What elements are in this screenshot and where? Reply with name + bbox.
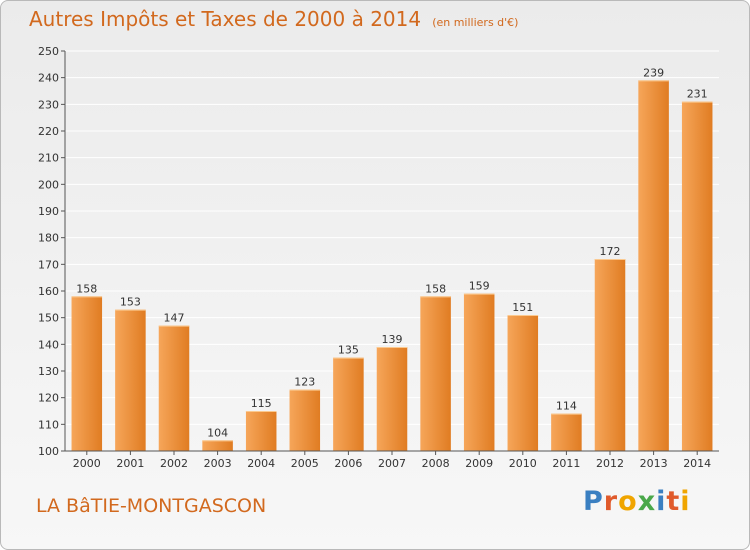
logo-letter: t — [666, 486, 681, 517]
x-tick-label: 2006 — [334, 457, 362, 470]
logo-letter: i — [656, 486, 667, 517]
logo-letter: P — [583, 486, 604, 517]
bar-2007 — [376, 347, 408, 451]
proxiti-logo: Proxiti — [583, 486, 691, 517]
bar-2003 — [202, 440, 233, 451]
y-tick-label: 130 — [38, 365, 59, 378]
chart-title: Autres Impôts et Taxes de 2000 à 2014 — [29, 7, 422, 31]
x-tick-label: 2003 — [204, 457, 232, 470]
x-tick-label: 2009 — [465, 457, 493, 470]
bar-2011 — [551, 413, 582, 451]
bar-2013 — [638, 80, 669, 451]
bar-2004 — [245, 411, 277, 451]
x-tick-label: 2004 — [247, 457, 275, 470]
logo-letter: i — [680, 486, 691, 517]
x-tick-label: 2001 — [116, 457, 144, 470]
data-label: 231 — [687, 88, 708, 101]
x-tick-label: 2011 — [552, 457, 580, 470]
commune-name: LA BâTIE-MONTGASCON — [36, 495, 267, 517]
bar-2000 — [71, 296, 103, 451]
bar-2008 — [420, 296, 451, 451]
y-tick-label: 180 — [38, 232, 59, 245]
data-label: 172 — [600, 245, 621, 258]
chart-unit: (en milliers d'€) — [432, 16, 519, 29]
data-label: 158 — [425, 282, 446, 295]
logo-letter: r — [603, 486, 619, 517]
y-tick-label: 100 — [38, 445, 59, 458]
y-tick-label: 170 — [38, 258, 59, 271]
data-label: 153 — [120, 296, 141, 309]
y-tick-label: 160 — [38, 285, 59, 298]
x-tick-label: 2002 — [160, 457, 188, 470]
y-tick-label: 140 — [38, 338, 59, 351]
bar-2002 — [158, 325, 190, 451]
y-tick-label: 110 — [38, 418, 59, 431]
bar-2005 — [289, 389, 321, 451]
data-label: 115 — [251, 397, 272, 410]
y-tick-label: 190 — [38, 205, 59, 218]
data-label: 104 — [207, 426, 228, 439]
bar-2001 — [115, 309, 146, 451]
logo-letter: o — [618, 486, 638, 517]
y-tick-label: 200 — [38, 178, 59, 191]
chart-header: Autres Impôts et Taxes de 2000 à 2014 (e… — [29, 7, 518, 31]
x-tick-label: 2012 — [596, 457, 624, 470]
data-label: 159 — [469, 280, 490, 293]
y-tick-label: 120 — [38, 392, 59, 405]
bar-2009 — [463, 293, 495, 451]
y-tick-label: 240 — [38, 72, 59, 85]
x-tick-label: 2014 — [683, 457, 711, 470]
x-tick-label: 2007 — [378, 457, 406, 470]
y-tick-label: 210 — [38, 152, 59, 165]
logo-letter: x — [637, 486, 657, 517]
bar-2006 — [333, 357, 364, 451]
bar-2012 — [594, 259, 626, 451]
data-label: 158 — [76, 282, 97, 295]
data-label: 114 — [556, 400, 577, 413]
data-label: 139 — [382, 333, 403, 346]
data-label: 151 — [512, 301, 533, 314]
bar-2014 — [681, 101, 713, 452]
x-tick-label: 2013 — [640, 457, 668, 470]
y-tick-label: 230 — [38, 98, 59, 111]
x-tick-label: 2005 — [291, 457, 319, 470]
data-label: 135 — [338, 344, 359, 357]
y-tick-label: 220 — [38, 125, 59, 138]
x-tick-label: 2010 — [509, 457, 537, 470]
y-tick-label: 250 — [38, 45, 59, 58]
data-label: 147 — [164, 312, 185, 325]
bar-2010 — [507, 315, 539, 451]
x-tick-label: 2000 — [73, 457, 101, 470]
y-tick-label: 150 — [38, 312, 59, 325]
x-tick-label: 2008 — [422, 457, 450, 470]
data-label: 123 — [294, 376, 315, 389]
data-label: 239 — [643, 66, 664, 79]
